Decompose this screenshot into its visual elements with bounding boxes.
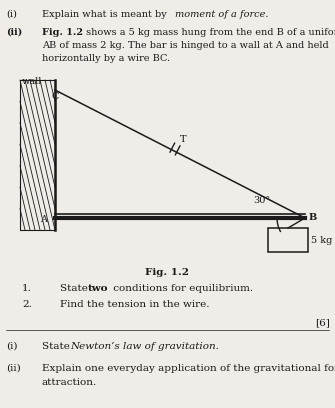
Text: State: State	[42, 342, 73, 351]
Text: (i): (i)	[6, 342, 17, 351]
Text: C: C	[52, 92, 59, 101]
Text: (ii): (ii)	[6, 364, 21, 373]
Text: (i): (i)	[6, 10, 17, 19]
Text: 5 kg: 5 kg	[311, 236, 332, 245]
Text: conditions for equilibrium.: conditions for equilibrium.	[110, 284, 253, 293]
Text: State: State	[60, 284, 91, 293]
Text: B: B	[309, 213, 317, 222]
Text: attraction.: attraction.	[42, 378, 97, 387]
Text: two: two	[88, 284, 109, 293]
Text: wall: wall	[22, 77, 42, 86]
Text: A: A	[40, 215, 47, 224]
Text: Find the tension in the wire.: Find the tension in the wire.	[60, 300, 209, 309]
Text: Fig. 1.2: Fig. 1.2	[145, 268, 189, 277]
Text: 1.: 1.	[22, 284, 32, 293]
Text: shows a 5 kg mass hung from the end B of a uniform bar: shows a 5 kg mass hung from the end B of…	[83, 28, 335, 37]
Text: moment of a force.: moment of a force.	[175, 10, 268, 19]
Text: 30°: 30°	[253, 196, 270, 205]
Text: (ii): (ii)	[6, 28, 22, 37]
Text: AB of mass 2 kg. The bar is hinged to a wall at A and held: AB of mass 2 kg. The bar is hinged to a …	[42, 41, 329, 50]
Text: 2.: 2.	[22, 300, 32, 309]
Text: [6]: [6]	[315, 318, 330, 327]
Text: Explain one everyday application of the gravitational force of: Explain one everyday application of the …	[42, 364, 335, 373]
Text: Newton’s law of gravitation.: Newton’s law of gravitation.	[70, 342, 219, 351]
Text: Explain what is meant by: Explain what is meant by	[42, 10, 170, 19]
Text: Fig. 1.2: Fig. 1.2	[42, 28, 83, 37]
Text: T: T	[180, 135, 187, 144]
Text: horizontally by a wire BC.: horizontally by a wire BC.	[42, 54, 170, 63]
